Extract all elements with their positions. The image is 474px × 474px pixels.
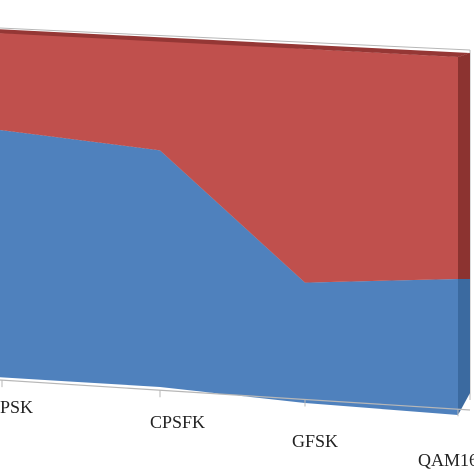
- area-series-2-roof: [0, 29, 470, 57]
- area-series-2-side: [458, 53, 470, 279]
- x-tick-label: CPSFK: [150, 412, 205, 432]
- x-tick-label: QAM16: [418, 450, 474, 470]
- category-axis-line: [0, 379, 471, 411]
- x-tick-label: GFSK: [292, 431, 338, 451]
- area-series-1-front: [0, 129, 458, 415]
- area-series-2-front: [0, 33, 458, 283]
- back-gridline-top: [0, 27, 471, 51]
- x-tick-label: PSK: [0, 397, 33, 417]
- area-series-1-side: [458, 278, 470, 415]
